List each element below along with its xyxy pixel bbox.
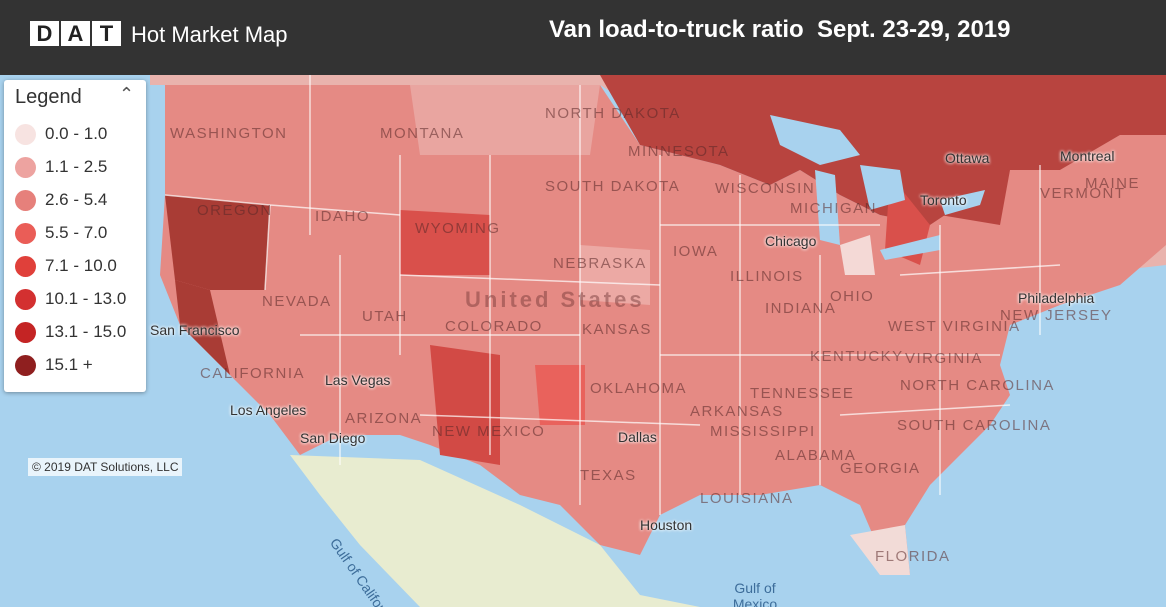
state-label: South Carolina (897, 417, 1052, 434)
state-label: Mississippi (710, 423, 816, 440)
legend-label: 2.6 - 5.4 (45, 190, 108, 209)
state-label: Oregon (197, 202, 273, 219)
state-label: Kansas (582, 321, 652, 338)
copyright-notice: © 2019 DAT Solutions, LLC (28, 458, 183, 476)
city-label: San Diego (300, 430, 366, 446)
state-label: Indiana (765, 300, 837, 317)
legend-swatch (15, 123, 36, 145)
legend-swatch (15, 321, 36, 343)
legend-item: 2.6 - 5.4 (15, 188, 107, 212)
state-label: Wisconsin (715, 180, 816, 197)
legend-item: 1.1 - 2.5 (15, 155, 107, 179)
city-label: Toronto (920, 192, 967, 208)
legend-label: 13.1 - 15.0 (45, 322, 127, 341)
state-label: Florida (875, 548, 951, 565)
map-canvas (0, 75, 1166, 607)
state-label: Nevada (262, 293, 332, 310)
state-label: New Mexico (432, 423, 546, 440)
state-label: Utah (362, 308, 408, 325)
legend-swatch (15, 222, 36, 244)
city-label: Dallas (618, 429, 657, 445)
state-label: Arizona (345, 410, 423, 427)
city-label: San Francisco (150, 322, 240, 338)
state-label: Alabama (775, 447, 857, 464)
legend-swatch (15, 354, 36, 376)
legend-label: 15.1 + (45, 355, 93, 374)
state-label: Washington (170, 125, 288, 142)
state-label: West Virginia (888, 318, 1021, 335)
legend-item: 5.5 - 7.0 (15, 221, 107, 245)
legend-swatch (15, 255, 36, 277)
state-label: Kentucky (810, 348, 904, 365)
city-label: Chicago (765, 233, 817, 249)
legend-label: 7.1 - 10.0 (45, 256, 117, 275)
state-label: Texas (580, 467, 637, 484)
legend-item: 15.1 + (15, 353, 93, 377)
state-label: Idaho (315, 208, 371, 225)
legend-panel: Legend ⌃ 0.0 - 1.0 1.1 - 2.5 2.6 - 5.4 5.5 … (4, 80, 146, 392)
map-title: Van load-to-truck ratio Sept. 23-29, 201… (549, 16, 1011, 43)
country-label: United States (465, 287, 645, 312)
city-label: Montreal (1060, 148, 1115, 164)
state-label: Tennessee (750, 385, 855, 402)
state-label: Georgia (840, 460, 921, 477)
state-label: Maine (1085, 175, 1141, 192)
legend-label: 10.1 - 13.0 (45, 289, 127, 308)
app-title: Hot Market Map (131, 22, 288, 47)
state-label: Oklahoma (590, 380, 688, 397)
logo-letter: T (92, 21, 121, 46)
state-label: New Jersey (1000, 307, 1113, 324)
legend-item: 0.0 - 1.0 (15, 122, 107, 146)
logo-letter: A (61, 21, 90, 46)
state-label: Michigan (790, 200, 877, 217)
state-label: California (200, 365, 306, 382)
state-label: Nebraska (553, 255, 647, 272)
state-label: North Carolina (900, 377, 1055, 394)
hot-market-map[interactable]: United States Washington Montana North D… (0, 75, 1166, 607)
city-label: Philadelphia (1018, 290, 1095, 306)
legend-swatch (15, 189, 36, 211)
state-label: South Dakota (545, 178, 681, 195)
legend-title: Legend (15, 86, 82, 108)
header-bar: D A T Hot Market Map Van load-to-truck r… (0, 0, 1166, 75)
legend-label: 0.0 - 1.0 (45, 124, 108, 143)
city-label: Las Vegas (325, 372, 391, 388)
city-label: Ottawa (945, 150, 990, 166)
state-label: Virginia (905, 350, 983, 367)
city-label: Houston (640, 517, 693, 533)
legend-label: 5.5 - 7.0 (45, 223, 108, 242)
state-label: Iowa (673, 243, 719, 260)
legend-item: 10.1 - 13.0 (15, 287, 126, 311)
state-label: Minnesota (628, 143, 730, 160)
logo-letter: D (30, 21, 59, 46)
city-label: Los Angeles (230, 402, 307, 418)
legend-label: 1.1 - 2.5 (45, 157, 108, 176)
chevron-up-icon[interactable]: ⌃ (119, 84, 135, 104)
state-label: Vermont (1040, 185, 1126, 202)
legend-item: 7.1 - 10.0 (15, 254, 117, 278)
legend-item: 13.1 - 15.0 (15, 320, 126, 344)
state-label: Illinois (730, 268, 804, 285)
state-label: Louisiana (700, 490, 794, 507)
state-label: Wyoming (415, 220, 501, 237)
water-label: Gulf of Mexico (732, 580, 778, 607)
state-label: North Dakota (545, 105, 681, 122)
legend-swatch (15, 156, 36, 178)
state-label: Arkansas (690, 403, 784, 420)
state-label: Colorado (445, 318, 543, 335)
state-label: Ohio (830, 288, 875, 305)
legend-swatch (15, 288, 36, 310)
dat-logo: D A T (30, 21, 121, 46)
state-label: Montana (380, 125, 465, 142)
